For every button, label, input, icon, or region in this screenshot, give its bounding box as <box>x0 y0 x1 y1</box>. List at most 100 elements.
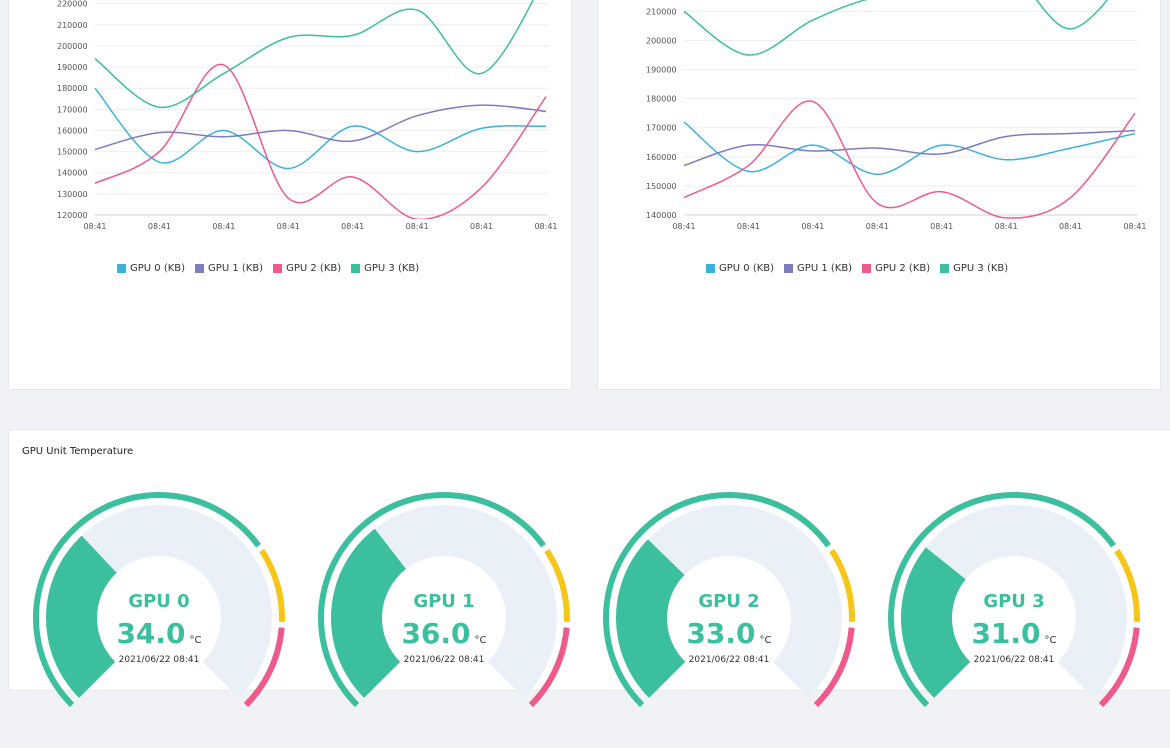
temperature-gauge-gpu2: GPU 2 33.0 °C 2021/06/22 08:41 <box>599 488 859 748</box>
gauge-dial <box>603 492 855 708</box>
y-tick-label: 180000 <box>646 95 677 104</box>
x-tick-label: 08:41 <box>801 222 824 231</box>
series-line-gpu2 <box>683 100 1136 219</box>
y-tick-label: 140000 <box>646 211 677 220</box>
series-line-gpu3 <box>94 0 534 108</box>
y-tick-label: 170000 <box>57 105 88 114</box>
legend-label: GPU 3 (KB) <box>953 263 1009 274</box>
series-line-gpu1 <box>683 129 1136 167</box>
y-tick-label: 220000 <box>57 0 88 9</box>
legend-label: GPU 0 (KB) <box>719 263 775 274</box>
y-tick-label: 140000 <box>57 169 88 178</box>
gauge-value-fill <box>616 539 686 698</box>
gauge-name: GPU 1 <box>413 591 475 612</box>
y-tick-label: 160000 <box>646 153 677 162</box>
series-line-gpu0 <box>683 121 1136 176</box>
y-tick-label: 200000 <box>646 36 677 45</box>
gauge-band-normal <box>33 492 261 708</box>
y-tick-label: 160000 <box>57 126 88 135</box>
gauge-unit: °C <box>1044 635 1057 646</box>
gauge-value-number: 34.0 <box>116 617 186 650</box>
gauge-name: GPU 2 <box>698 591 760 612</box>
legend-label: GPU 1 (KB) <box>797 263 853 274</box>
gauge-unit: °C <box>759 635 772 646</box>
x-tick-label: 08:41 <box>866 222 889 231</box>
legend-swatch <box>940 264 950 273</box>
legend-swatch <box>117 264 126 273</box>
temperature-gauge-gpu3: GPU 3 31.0 °C 2021/06/22 08:41 <box>884 488 1144 748</box>
gauge-timestamp: 2021/06/22 08:41 <box>688 655 770 665</box>
memory-chart-card-left: 120000 130000 140000 150000 160000 170000 1800… <box>8 0 572 390</box>
gauge-band-normal <box>603 492 831 708</box>
gauge-name: GPU 3 <box>983 591 1045 612</box>
legend-label: GPU 2 (KB) <box>286 263 342 274</box>
y-tick-label: 200000 <box>57 42 88 51</box>
legend-label: GPU 3 (KB) <box>364 263 420 274</box>
x-tick-label: 08:41 <box>148 222 171 231</box>
gauge-value-number: 36.0 <box>401 617 471 650</box>
legend-swatch <box>273 264 283 273</box>
y-tick-label: 150000 <box>646 182 677 191</box>
x-tick-label: 08:41 <box>534 222 557 231</box>
gauge-value-fill <box>46 535 117 698</box>
x-tick-label: 08:41 <box>995 222 1018 231</box>
x-tick-label: 08:41 <box>672 222 695 231</box>
gauge-value-fill <box>331 528 406 698</box>
gauge-value: 36.0 °C <box>314 617 574 650</box>
gauge-band-warning <box>1114 548 1140 622</box>
legend-item-gpu1[interactable]: GPU 1 (KB) <box>195 263 263 274</box>
y-tick-label: 210000 <box>57 21 88 30</box>
y-tick-label: 190000 <box>646 66 677 75</box>
legend-item-gpu0[interactable]: GPU 0 (KB) <box>117 263 185 274</box>
memory-line-chart-right: 140000 150000 160000 170000 180000 190000 2000… <box>646 0 1147 231</box>
series-line-gpu0 <box>94 87 547 170</box>
x-tick-label: 08:41 <box>83 222 106 231</box>
legend-item-gpu0[interactable]: GPU 0 (KB) <box>706 263 774 274</box>
card-title: GPU Unit Temperature <box>22 446 134 457</box>
legend-label: GPU 2 (KB) <box>875 263 931 274</box>
legend-swatch <box>706 264 715 273</box>
gauge-value-fill <box>901 547 971 698</box>
x-tick-label: 08:41 <box>341 222 364 231</box>
legend-swatch <box>862 264 872 273</box>
temperature-gauge-gpu0: GPU 0 34.0 °C 2021/06/22 08:41 <box>29 488 289 748</box>
y-tick-label: 130000 <box>57 190 88 199</box>
gauge-timestamp: 2021/06/22 08:41 <box>403 655 485 665</box>
legend-label: GPU 1 (KB) <box>208 263 264 274</box>
legend-swatch <box>195 264 205 273</box>
legend-item-gpu1[interactable]: GPU 1 (KB) <box>784 263 852 274</box>
legend-item-gpu3[interactable]: GPU 3 (KB) <box>351 263 419 274</box>
legend-swatch <box>351 264 361 273</box>
x-tick-label: 08:41 <box>737 222 760 231</box>
gpu-temperature-card: GPU Unit Temperature GPU 0 34.0 °C 2021/0… <box>8 429 1170 708</box>
legend-swatch <box>784 264 794 273</box>
y-tick-label: 150000 <box>57 148 88 157</box>
legend-item-gpu3[interactable]: GPU 3 (KB) <box>940 263 1008 274</box>
y-tick-label: 120000 <box>57 211 88 220</box>
gauge-value-number: 33.0 <box>686 617 756 650</box>
x-tick-label: 08:41 <box>1123 222 1146 231</box>
x-tick-label: 08:41 <box>930 222 953 231</box>
gauge-band-warning <box>544 548 570 622</box>
gauge-timestamp: 2021/06/22 08:41 <box>118 655 200 665</box>
gauge-name: GPU 0 <box>128 591 190 612</box>
gauge-value: 34.0 °C <box>29 617 289 650</box>
series-line-gpu1 <box>94 104 547 151</box>
chart-legend-left: GPU 0 (KB) GPU 1 (KB) GPU 2 (KB) GPU 3 (… <box>117 263 419 274</box>
legend-item-gpu2[interactable]: GPU 2 (KB) <box>862 263 930 274</box>
series-line-gpu3 <box>683 0 1109 56</box>
memory-line-chart-left: 120000 130000 140000 150000 160000 170000 1800… <box>57 0 558 231</box>
gauge-band-warning <box>829 548 855 622</box>
gauge-dial <box>888 492 1140 708</box>
gauge-timestamp: 2021/06/22 08:41 <box>973 655 1055 665</box>
x-tick-label: 08:41 <box>406 222 429 231</box>
memory-chart-card-right: 140000 150000 160000 170000 180000 190000 2000… <box>597 0 1161 390</box>
y-tick-label: 210000 <box>646 7 677 16</box>
legend-item-gpu2[interactable]: GPU 2 (KB) <box>273 263 341 274</box>
gauge-band-normal <box>318 492 546 708</box>
chart-legend-right: GPU 0 (KB) GPU 1 (KB) GPU 2 (KB) GPU 3 (… <box>706 263 1008 274</box>
gauge-unit: °C <box>474 635 487 646</box>
x-tick-label: 08:41 <box>470 222 493 231</box>
gauge-value-number: 31.0 <box>971 617 1041 650</box>
gauge-unit: °C <box>189 635 202 646</box>
